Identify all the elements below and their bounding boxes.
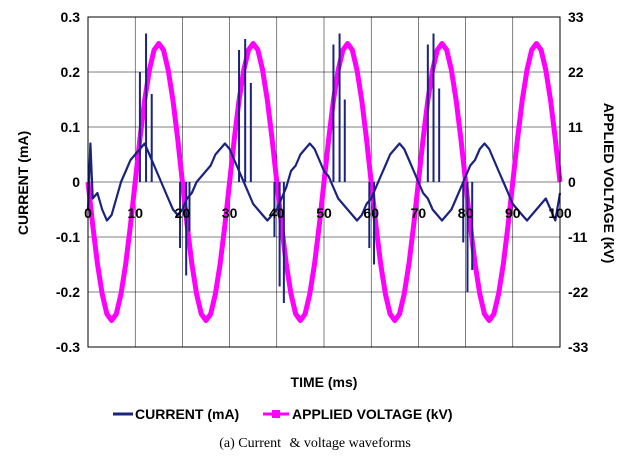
x-tick-label: 100 <box>548 205 572 221</box>
x-tick-label: 50 <box>316 205 332 221</box>
y2-tick-label: 22 <box>568 64 584 80</box>
x-tick-label: 40 <box>269 205 285 221</box>
x-tick-label: 60 <box>363 205 379 221</box>
x-tick-label: 70 <box>411 205 427 221</box>
x-tick-label: 80 <box>458 205 474 221</box>
y2-tick-label: 0 <box>568 174 576 190</box>
x-tick-label: 10 <box>127 205 143 221</box>
y-tick-label: 0.2 <box>61 64 81 80</box>
y2-tick-label: -11 <box>568 229 588 245</box>
x-axis-title: TIME (ms) <box>291 374 358 390</box>
y-tick-label: -0.2 <box>56 284 80 300</box>
y-tick-label: -0.3 <box>56 339 80 355</box>
x-tick-label: 20 <box>175 205 191 221</box>
legend: CURRENT (mA) APPLIED VOLTAGE (kV) <box>113 406 453 422</box>
series-applied-voltage <box>85 41 563 323</box>
y-tick-label: 0.3 <box>61 9 81 25</box>
y2-tick-label: 33 <box>568 9 584 25</box>
y-tick-label: 0 <box>72 174 80 190</box>
series-current <box>86 142 562 222</box>
caption-lead: (a) Current <box>219 436 281 451</box>
series-layer <box>85 33 563 323</box>
x-tick-label: 30 <box>222 205 238 221</box>
y2-tick-label: 11 <box>568 119 583 135</box>
caption-tail: & voltage waveforms <box>289 436 410 451</box>
y-axis-title: CURRENT (mA) <box>15 131 31 235</box>
y2-tick-label: -22 <box>568 284 588 300</box>
y-tick-label: -0.1 <box>56 229 80 245</box>
figure-caption: (a) Current & voltage waveforms <box>219 434 411 451</box>
y2-tick-label: -33 <box>568 339 588 355</box>
y-tick-label: 0.1 <box>61 119 81 135</box>
legend-voltage-label: APPLIED VOLTAGE (kV) <box>292 406 453 422</box>
plot-frame <box>87 16 561 348</box>
legend-current-label: CURRENT (mA) <box>135 406 239 422</box>
x-tick-label: 90 <box>505 205 521 221</box>
legend-voltage-marker <box>272 410 280 418</box>
y2-axis-title: APPLIED VOLTAGE (kV) <box>601 103 617 264</box>
x-tick-label: 0 <box>84 205 92 221</box>
